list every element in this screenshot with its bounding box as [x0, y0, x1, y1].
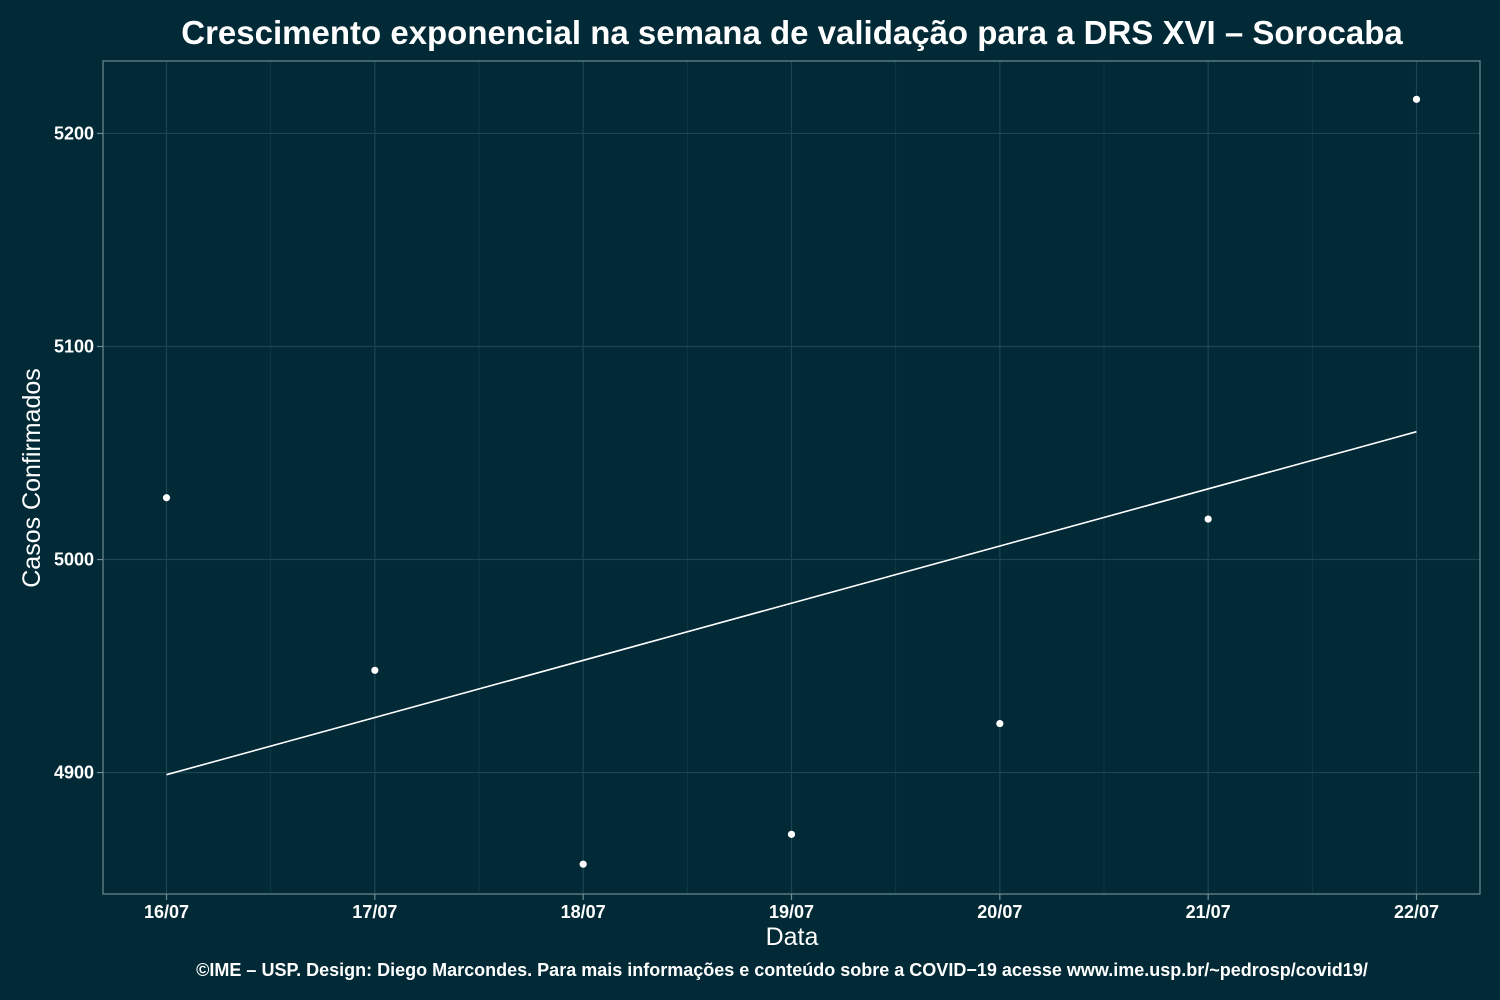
points-series [162, 95, 1421, 868]
y-tick-label: 5200 [54, 123, 94, 143]
x-tick-label: 20/07 [977, 902, 1022, 922]
trend-series [166, 430, 1417, 776]
y-tick-label: 5100 [54, 336, 94, 356]
data-point [579, 860, 587, 868]
x-tick-label: 18/07 [561, 902, 606, 922]
y-axis: 4900 5000 5100 5200 [54, 123, 103, 783]
data-point [996, 719, 1004, 728]
data-point [1412, 95, 1421, 103]
trend-line [166, 430, 1417, 776]
x-axis: 16/07 17/07 18/07 19/07 20/07 21/07 22/07 [144, 894, 1439, 922]
x-tick-label: 19/07 [769, 902, 814, 922]
x-tick-label: 22/07 [1394, 902, 1439, 922]
y-tick-label: 5000 [54, 550, 94, 570]
grid [103, 61, 1480, 894]
y-axis-title: Casos Confirmados [18, 368, 46, 588]
chart-title: Crescimento exponencial na semana de val… [181, 14, 1403, 51]
caption: ©IME – USP. Design: Diego Marcondes. Par… [196, 960, 1368, 980]
x-axis-title: Data [766, 923, 819, 951]
x-tick-label: 21/07 [1186, 902, 1231, 922]
x-tick-label: 16/07 [144, 902, 189, 922]
data-point [787, 830, 796, 838]
x-tick-label: 17/07 [352, 902, 397, 922]
data-point [1204, 515, 1212, 523]
data-point [162, 494, 171, 502]
y-tick-label: 4900 [54, 763, 94, 783]
data-point [371, 666, 379, 674]
